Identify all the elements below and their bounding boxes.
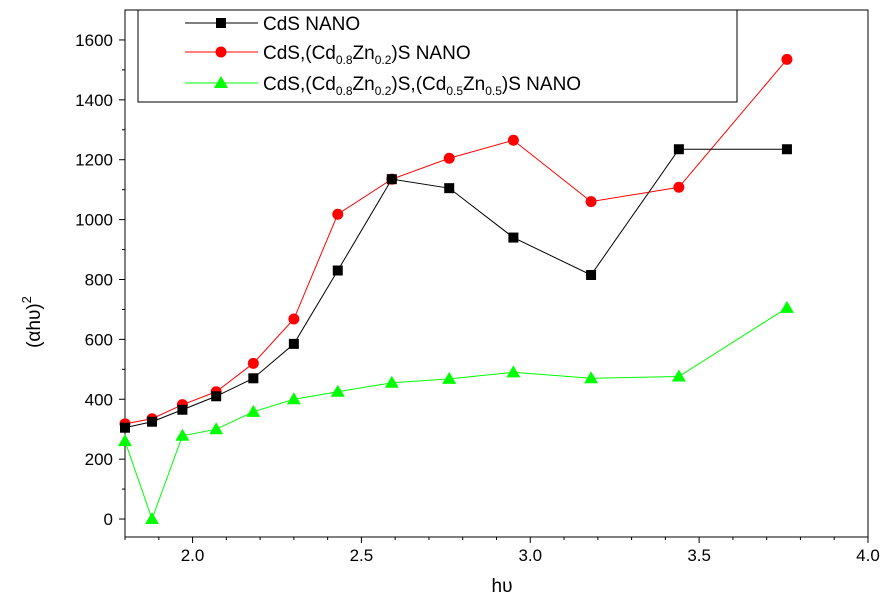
x-tick-label: 2.0 bbox=[181, 546, 205, 565]
legend-label-part: )S,(Cd bbox=[391, 74, 446, 95]
y-tick-label: 0 bbox=[104, 510, 113, 529]
data-point bbox=[330, 384, 345, 397]
legend-label-subscript: 0.5 bbox=[446, 84, 463, 98]
data-point bbox=[671, 369, 686, 382]
y-tick-label: 200 bbox=[85, 450, 113, 469]
legend-label-part: Zn bbox=[353, 43, 375, 64]
x-tick-label: 3.5 bbox=[687, 546, 711, 565]
data-point bbox=[585, 196, 597, 208]
data-point bbox=[120, 422, 130, 433]
y-axis: 0 200 400 600 800 1000 1200 1400 1600 bbox=[75, 31, 125, 529]
x-axis: 2.0 2.5 3.0 3.5 4.0 bbox=[124, 537, 880, 565]
data-point bbox=[118, 434, 132, 447]
legend-marker bbox=[214, 76, 228, 88]
data-point bbox=[673, 181, 685, 193]
data-point bbox=[288, 338, 299, 349]
y-tick-label: 1000 bbox=[75, 211, 113, 230]
legend-label: CdS,(Cd0.8Zn0.2)S,(Cd0.5Zn0.5)S NANO bbox=[263, 74, 581, 98]
y-axis-title-superscript: 2 bbox=[19, 296, 34, 303]
series-3 bbox=[118, 300, 794, 525]
legend-label-part: )S NANO bbox=[502, 74, 581, 95]
series-2 bbox=[119, 53, 793, 430]
data-point bbox=[332, 208, 344, 220]
series-1 bbox=[120, 144, 792, 433]
data-point bbox=[286, 392, 301, 405]
data-point bbox=[247, 357, 259, 369]
data-point bbox=[584, 371, 599, 384]
data-point bbox=[781, 144, 792, 155]
legend-label-part: CdS,(Cd bbox=[263, 74, 336, 95]
legend-label-part: Zn bbox=[463, 74, 485, 95]
data-point bbox=[175, 428, 190, 441]
legend-label-subscript: 0.5 bbox=[485, 84, 502, 98]
data-point bbox=[332, 265, 343, 276]
x-tick-label: 4.0 bbox=[856, 546, 880, 565]
y-axis-title-main: (αhυ) bbox=[24, 303, 45, 348]
legend-box bbox=[137, 9, 738, 103]
series-line bbox=[124, 307, 788, 521]
legend-marker bbox=[215, 46, 227, 58]
data-point bbox=[779, 300, 794, 313]
x-tick-label: 3.0 bbox=[518, 546, 542, 565]
data-point bbox=[444, 183, 455, 194]
data-point bbox=[506, 365, 521, 378]
x-axis-title: hυ bbox=[492, 576, 513, 597]
data-point bbox=[508, 232, 519, 243]
y-tick-label: 1600 bbox=[75, 31, 113, 50]
data-point bbox=[248, 373, 259, 384]
legend-label-part: CdS,(Cd bbox=[263, 43, 336, 64]
legend-label-subscript: 0.8 bbox=[336, 53, 353, 67]
data-point bbox=[384, 375, 399, 388]
data-point bbox=[211, 391, 222, 402]
legend-entry: CdS,(Cd0.8Zn0.2)S NANO bbox=[185, 43, 471, 67]
data-point bbox=[673, 144, 684, 155]
legend-label: CdS,(Cd0.8Zn0.2)S NANO bbox=[263, 43, 471, 67]
data-point bbox=[145, 512, 160, 525]
data-point bbox=[507, 134, 519, 146]
legend-entry: CdS NANO bbox=[185, 14, 360, 35]
legend-marker bbox=[216, 18, 226, 28]
data-point bbox=[442, 371, 457, 384]
y-tick-label: 1400 bbox=[75, 91, 113, 110]
y-tick-label: 600 bbox=[85, 330, 113, 349]
legend-label-part: Zn bbox=[353, 74, 375, 95]
series-line bbox=[124, 59, 788, 425]
data-point bbox=[209, 422, 224, 435]
y-tick-label: 1200 bbox=[75, 151, 113, 170]
series-layer bbox=[118, 53, 794, 525]
data-point bbox=[147, 416, 158, 427]
data-point bbox=[443, 152, 455, 164]
legend-label-part: CdS NANO bbox=[263, 14, 360, 35]
y-tick-label: 400 bbox=[85, 390, 113, 409]
y-axis-title: (αhυ)2 bbox=[19, 296, 45, 348]
x-tick-label: 2.5 bbox=[350, 546, 374, 565]
legend-label-part: )S NANO bbox=[391, 43, 470, 64]
y-tick-label: 800 bbox=[85, 270, 113, 289]
legend-label-subscript: 0.8 bbox=[336, 84, 353, 98]
data-point bbox=[386, 174, 397, 185]
data-point bbox=[177, 404, 188, 415]
legend-label-subscript: 0.2 bbox=[375, 53, 392, 67]
data-point bbox=[288, 313, 300, 325]
data-point bbox=[586, 269, 597, 280]
data-point bbox=[781, 53, 793, 65]
data-point bbox=[246, 404, 261, 417]
legend-label: CdS NANO bbox=[263, 14, 360, 35]
legend-entry: CdS,(Cd0.8Zn0.2)S,(Cd0.5Zn0.5)S NANO bbox=[185, 74, 581, 98]
legend-label-subscript: 0.2 bbox=[375, 84, 392, 98]
